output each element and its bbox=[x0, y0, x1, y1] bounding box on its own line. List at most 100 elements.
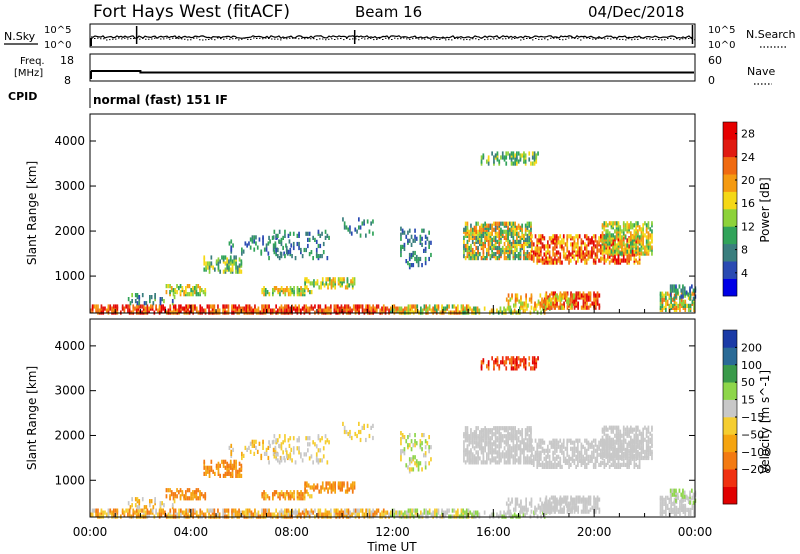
power-cell bbox=[598, 303, 601, 308]
power-cell bbox=[480, 256, 483, 261]
power-cell bbox=[249, 245, 252, 250]
power-cell bbox=[628, 223, 630, 228]
power-cell bbox=[172, 288, 175, 293]
velocity-cell bbox=[642, 427, 644, 432]
power-cell bbox=[541, 256, 544, 261]
power-cell bbox=[535, 303, 538, 308]
power-cell bbox=[298, 231, 300, 236]
power-cell bbox=[292, 241, 295, 247]
power-cell bbox=[685, 290, 688, 295]
velocity-cell bbox=[503, 434, 506, 439]
velocity-cell bbox=[501, 426, 504, 431]
velocity-cell bbox=[279, 496, 281, 501]
velocity-cell bbox=[554, 460, 556, 465]
power-cell bbox=[176, 290, 178, 295]
power-cell bbox=[603, 227, 606, 232]
power-cell bbox=[127, 297, 130, 302]
power-cell bbox=[533, 155, 536, 160]
power-cell bbox=[475, 235, 478, 240]
freq-left-tick-top: 18 bbox=[60, 54, 74, 67]
power-cell bbox=[530, 231, 532, 236]
power-cell bbox=[358, 217, 360, 222]
power-cell bbox=[621, 245, 623, 250]
power-cell bbox=[566, 242, 569, 247]
velocity-cell bbox=[176, 512, 179, 517]
velocity-cell bbox=[547, 448, 549, 453]
power-cell bbox=[424, 256, 427, 262]
velocity-cell bbox=[587, 458, 590, 463]
power-cell bbox=[202, 308, 205, 313]
velocity-cell bbox=[350, 483, 352, 488]
velocity-cell bbox=[294, 508, 297, 513]
power-cell bbox=[587, 236, 590, 241]
power-cell bbox=[526, 221, 529, 226]
power-cell bbox=[323, 283, 326, 288]
velocity-cell bbox=[97, 508, 99, 513]
power-cell bbox=[617, 245, 620, 250]
velocity-cell bbox=[584, 497, 586, 502]
velocity-cell bbox=[425, 508, 427, 513]
power-cell bbox=[224, 304, 226, 309]
power-cell bbox=[562, 254, 565, 259]
velocity-cell bbox=[524, 456, 527, 461]
velocity-cell bbox=[637, 443, 639, 448]
velocity-cell bbox=[600, 460, 602, 465]
power-cell bbox=[273, 286, 276, 291]
velocity-cell bbox=[677, 507, 680, 512]
velocity-cell bbox=[592, 462, 595, 467]
power-cell bbox=[483, 306, 486, 311]
velocity-cell bbox=[596, 452, 599, 457]
colorbar-segment bbox=[723, 174, 737, 192]
power-cell bbox=[245, 308, 247, 313]
power-cell bbox=[496, 250, 499, 255]
power-cell bbox=[630, 235, 632, 240]
power-cell bbox=[635, 243, 637, 248]
velocity-cell bbox=[316, 483, 319, 488]
power-cell bbox=[426, 236, 429, 241]
velocity-cell bbox=[553, 503, 556, 508]
power-cell bbox=[246, 243, 248, 248]
colorbar-segment bbox=[723, 278, 737, 297]
power-cell bbox=[647, 221, 650, 226]
power-cell bbox=[310, 290, 313, 295]
power-cell bbox=[148, 306, 150, 311]
velocity-cell bbox=[224, 471, 227, 476]
power-cell bbox=[500, 221, 502, 226]
velocity-cell bbox=[255, 512, 258, 517]
velocity-cell bbox=[185, 508, 187, 513]
velocity-cell bbox=[647, 435, 650, 440]
power-cell bbox=[582, 299, 585, 304]
power-cell bbox=[550, 260, 553, 265]
power-cell bbox=[516, 247, 518, 253]
power-cell bbox=[668, 293, 671, 298]
velocity-cell bbox=[289, 494, 292, 499]
power-cell bbox=[682, 290, 684, 295]
power-cell bbox=[428, 240, 430, 245]
velocity-cell bbox=[208, 508, 210, 513]
velocity-cell bbox=[663, 497, 665, 502]
velocity-cell bbox=[210, 508, 212, 513]
power-cell bbox=[601, 251, 604, 256]
y-tick-label: 3000 bbox=[54, 179, 85, 193]
power-cell bbox=[227, 304, 230, 309]
velocity-cell bbox=[661, 511, 664, 516]
power-cell bbox=[128, 304, 131, 309]
power-cell bbox=[507, 250, 509, 255]
velocity-cell bbox=[165, 494, 168, 499]
power-cell bbox=[289, 250, 292, 255]
velocity-cell bbox=[269, 443, 271, 448]
power-cell bbox=[549, 293, 551, 298]
velocity-cell bbox=[505, 460, 508, 465]
power-cell bbox=[508, 308, 511, 313]
power-cell bbox=[519, 306, 521, 311]
velocity-cell bbox=[210, 465, 213, 470]
power-cell bbox=[579, 291, 581, 296]
velocity-cell bbox=[231, 508, 233, 513]
power-cell bbox=[651, 245, 653, 250]
power-cell bbox=[571, 297, 573, 302]
power-cell bbox=[510, 308, 512, 313]
velocity-cell bbox=[496, 430, 499, 435]
power-cell bbox=[586, 301, 588, 306]
power-cell bbox=[139, 304, 142, 309]
